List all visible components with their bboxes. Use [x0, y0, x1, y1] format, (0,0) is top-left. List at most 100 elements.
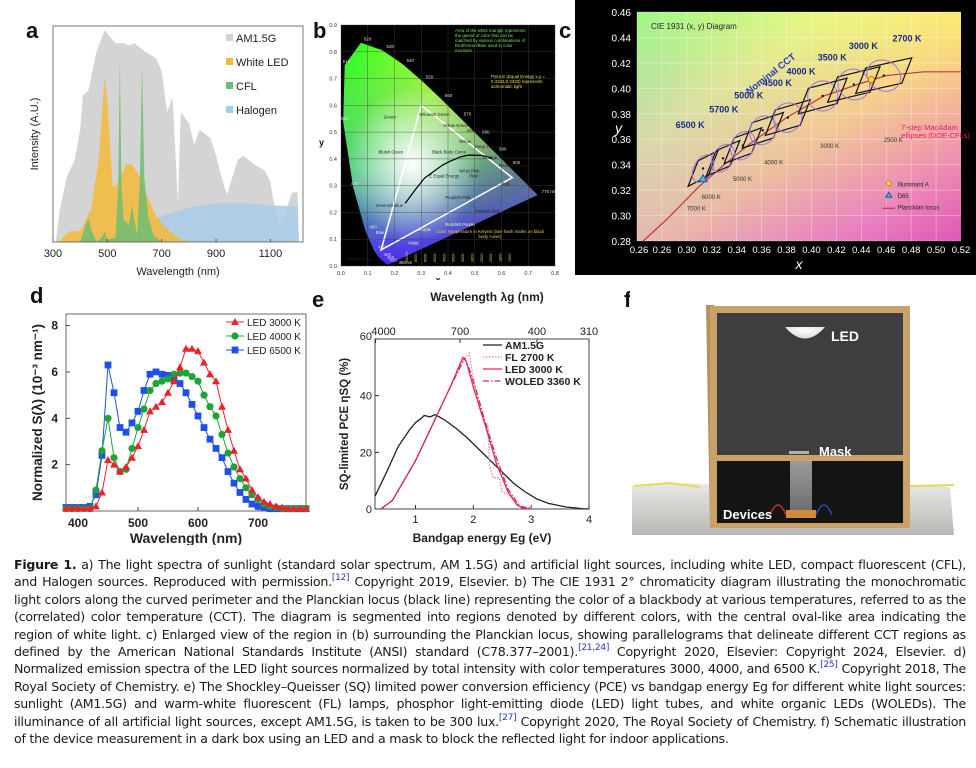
- cct-center-point: [761, 129, 765, 132]
- legend-marker: [231, 346, 239, 354]
- cct-center-point: [821, 94, 824, 98]
- data-point: [236, 474, 244, 483]
- temperature-tick: 2800: [470, 254, 474, 262]
- caption-text: Copyright 2020, The Royal Society of Che…: [14, 713, 966, 747]
- temperature-tick: 5000: [433, 254, 437, 262]
- x-tick-label: 1100: [259, 248, 283, 260]
- x-tick-label: 0.7: [524, 271, 532, 277]
- blue-wire: [815, 504, 833, 516]
- legend-marker: [231, 332, 239, 340]
- data-point: [260, 497, 268, 505]
- region-label: Purple: [419, 227, 432, 232]
- data-point: [218, 430, 226, 439]
- data-point: [146, 386, 154, 395]
- wavelength-label: 580: [482, 130, 490, 135]
- y-tick-label: 60: [360, 331, 372, 343]
- series-area-cfl: [80, 60, 162, 243]
- chart-b-cie-diagram: 0.0 0.1 0.2 0.3 0.4 0.5 0.6 0.7 0.8 0.0 0.1 0.2 0.3 0…: [319, 23, 559, 280]
- x-tick-label: 0.2: [391, 271, 399, 277]
- y-tick-label: 4: [51, 411, 58, 425]
- illuminant-a-marker: [867, 75, 875, 83]
- x-tick-label: 0.1: [364, 271, 372, 277]
- y-tick-label: 20: [360, 447, 372, 459]
- region-label: Purplish Blue: [346, 257, 372, 262]
- rgb-gamut-triangle: [379, 103, 514, 252]
- data-point: [272, 502, 280, 510]
- cct-center-point: [852, 83, 856, 86]
- annotation: Area of the white triangle represents th…: [455, 28, 526, 53]
- data-point: [152, 402, 160, 410]
- panel-label-b: b: [313, 18, 327, 43]
- data-point: [140, 425, 148, 433]
- cct-label: 4500 K: [763, 78, 793, 88]
- wavelength-label: 500: [341, 116, 349, 121]
- legend-label: AM1.5G: [236, 33, 276, 45]
- x-tick-label: 0.4: [444, 271, 452, 277]
- x-tick-label: 0.26: [653, 245, 672, 256]
- x-tick-label: 700: [153, 248, 171, 260]
- x-axis-label: Bandgap energy Eg (eV): [413, 531, 552, 545]
- data-point: [224, 425, 232, 433]
- data-point: [266, 500, 274, 508]
- y-axis-label: Intensity (A.U.): [29, 98, 41, 171]
- data-point: [200, 358, 208, 366]
- cct-label: 6500 K: [676, 120, 706, 130]
- x-tick-label: 4: [586, 514, 592, 526]
- x-tick-label: 0.0: [337, 271, 345, 277]
- series-area-white-led: [58, 75, 189, 243]
- isotherm-label: 4000 K: [764, 161, 783, 167]
- cct-label: 4000 K: [787, 66, 817, 76]
- x-tick-label: 0.30: [678, 245, 697, 256]
- region-label: Yellow: [459, 139, 472, 144]
- annotation-text: Color Temperature in Kelvins (See hash m…: [435, 229, 545, 239]
- devices-sample: [786, 510, 816, 518]
- data-point: [206, 435, 214, 443]
- caption-text: Copyright 2019, Elsevier. b) The CIE 193…: [14, 574, 966, 660]
- cct-quadrangle: [797, 77, 848, 115]
- isotherm-label: 7000 K: [687, 206, 706, 212]
- data-point: [296, 504, 304, 512]
- plot-frame: [65, 313, 307, 512]
- wavelength-label: 590: [499, 146, 507, 151]
- y-tick-label: 0.36: [612, 135, 632, 146]
- macadam-ellipse: [866, 59, 902, 92]
- region-label: Bluish Green: [378, 150, 403, 155]
- data-point: [140, 387, 148, 394]
- y-tick-label: 0.42: [612, 59, 632, 70]
- x-tick-label: 2: [470, 514, 476, 526]
- region-label: Greenish Yellow: [467, 128, 499, 133]
- legend-marker: [231, 318, 239, 325]
- cct-center-point: [882, 74, 885, 77]
- dark-box-schematic: LED Mask Devices: [630, 290, 976, 540]
- data-point: [182, 389, 190, 397]
- legend-marker: [885, 180, 892, 187]
- macadam-ellipse: [730, 130, 756, 161]
- cct-center-point: [701, 167, 705, 170]
- data-point: [134, 423, 142, 432]
- panel-label-f: f: [624, 287, 632, 312]
- mask: [789, 451, 809, 454]
- citation-ref[interactable]: [21,24]: [578, 643, 610, 654]
- annotation-text: Area of the white triangle represents th…: [455, 28, 526, 53]
- y-tick-label: 0.2: [329, 210, 337, 216]
- data-point: [98, 447, 106, 455]
- legend-label: WOLED 3360 K: [505, 376, 581, 388]
- wavelength-label: 480: [369, 224, 377, 229]
- x-tick-label: 600: [188, 516, 208, 530]
- legend-label: Halogen: [236, 105, 277, 117]
- data-point: [74, 504, 82, 512]
- series-line-led-3000-k: [380, 356, 532, 510]
- planckian-locus: [642, 71, 961, 242]
- figure-caption: Figure 1. a) The light spectra of sunlig…: [14, 556, 966, 747]
- data-point: [92, 502, 100, 510]
- temperature-tick: 3000: [461, 254, 465, 262]
- annotation: Point E (Equal Energy x,y = 0.3333,0.333…: [491, 74, 545, 89]
- y-tick-label: 8: [51, 319, 58, 333]
- citation-ref[interactable]: [25]: [820, 660, 838, 671]
- citation-ref[interactable]: [27]: [498, 712, 517, 723]
- legend-label: D65: [898, 194, 910, 200]
- legend-swatch: [226, 82, 233, 89]
- cct-quadrangle: [705, 139, 741, 178]
- citation-ref[interactable]: [12]: [331, 573, 350, 584]
- data-point: [146, 407, 154, 415]
